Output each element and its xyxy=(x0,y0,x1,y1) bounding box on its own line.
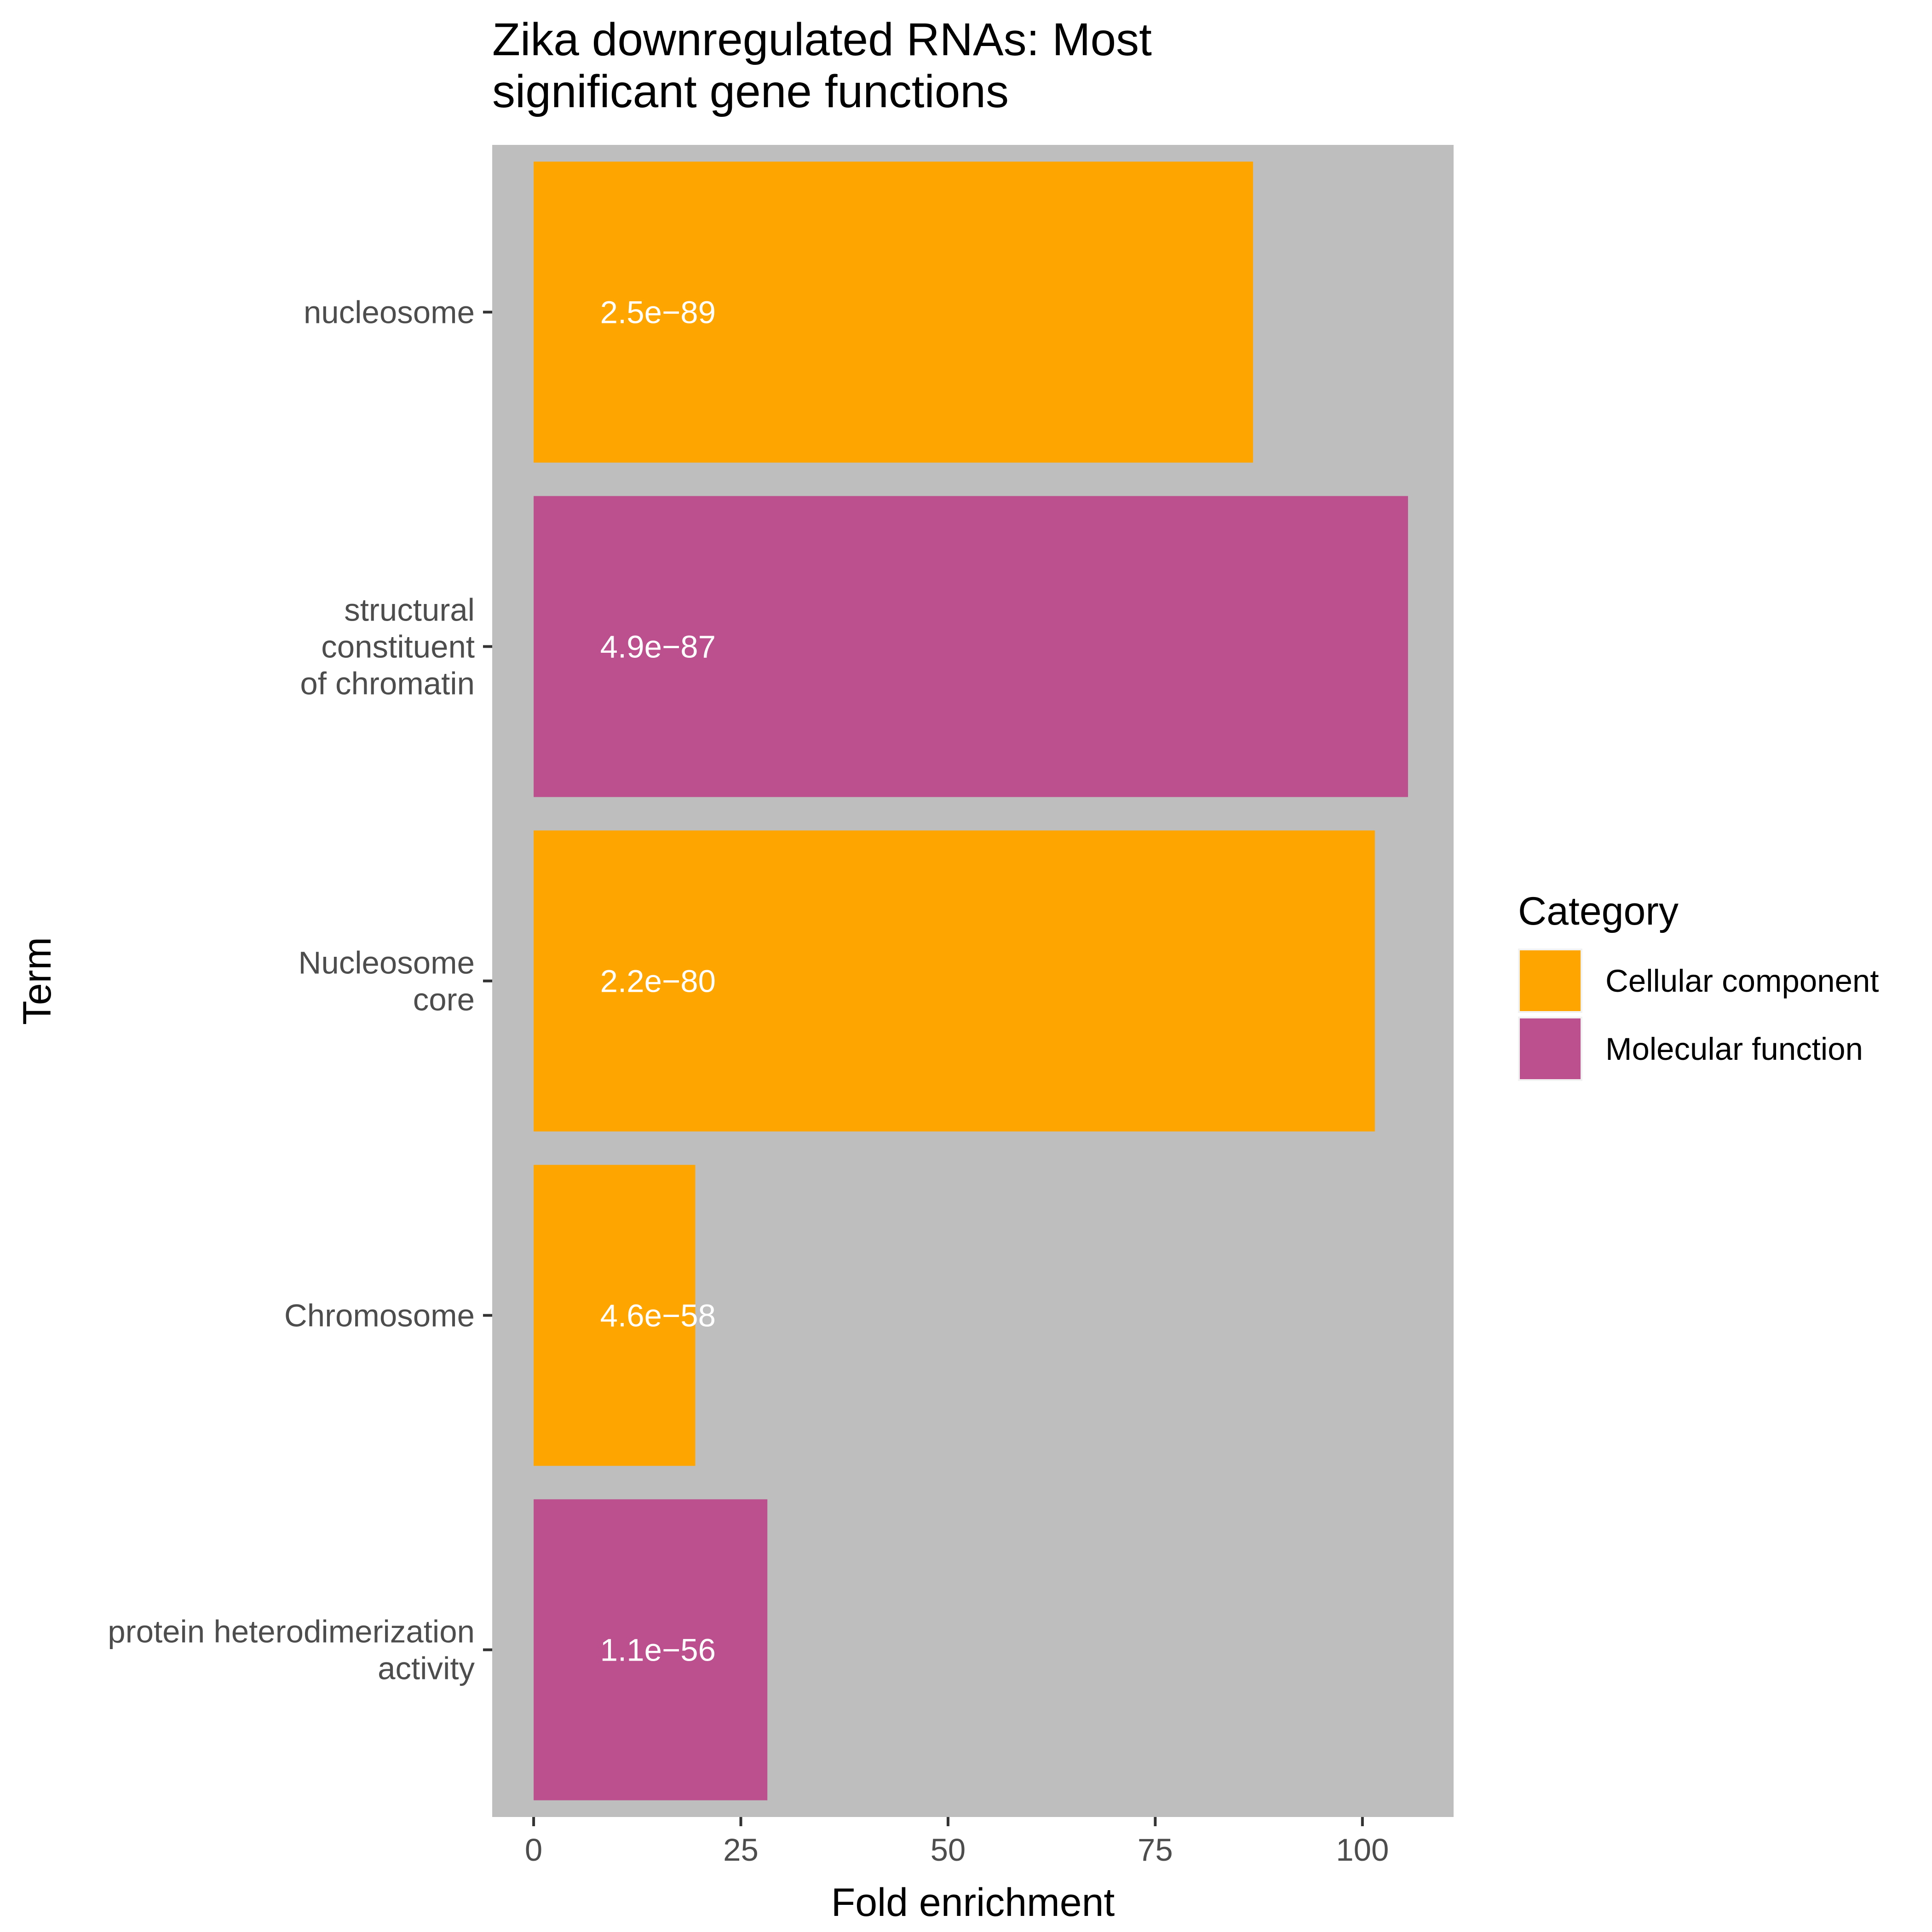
bar-value-label: 2.5e−89 xyxy=(600,295,716,330)
legend-key xyxy=(1520,1018,1581,1079)
y-tick-label: nucleosome xyxy=(304,295,475,330)
bar xyxy=(534,830,1375,1132)
bar-value-label: 4.6e−58 xyxy=(600,1298,716,1334)
bar xyxy=(534,496,1408,797)
legend: Category Cellular component Molecular fun… xyxy=(1518,889,1879,1081)
y-axis: nucleosome structural constituent of chroma… xyxy=(108,295,492,1686)
x-tick-label: 0 xyxy=(525,1832,542,1868)
legend-label: Cellular component xyxy=(1605,963,1879,999)
bar-value-label: 4.9e−87 xyxy=(600,629,716,665)
bar xyxy=(534,161,1253,463)
x-tick-label: 50 xyxy=(931,1832,966,1868)
bar-value-label: 1.1e−56 xyxy=(600,1633,716,1668)
x-axis-title: Fold enrichment xyxy=(831,1880,1115,1925)
legend-title: Category xyxy=(1518,889,1679,933)
legend-key xyxy=(1520,950,1581,1011)
y-axis-title: Term xyxy=(15,937,59,1025)
y-tick-label: protein heterodimerization activity xyxy=(108,1614,475,1686)
chart-title-line: Zika downregulated RNAs: Most xyxy=(492,14,1152,65)
bar xyxy=(534,1499,768,1800)
bar-value-label: 2.2e−80 xyxy=(600,964,716,999)
bar xyxy=(534,1165,696,1466)
bar-value-labels: 2.5e−89 4.9e−87 2.2e−80 4.6e−58 1.1e−56 xyxy=(600,295,716,1668)
y-tick-label: Chromosome xyxy=(284,1298,475,1334)
x-tick-label: 25 xyxy=(723,1832,759,1868)
y-tick-label: Nucleosome core xyxy=(298,945,475,1018)
x-tick-label: 75 xyxy=(1138,1832,1173,1868)
y-tick-label: structural constituent of chromatin xyxy=(300,592,475,702)
x-tick-label: 100 xyxy=(1336,1832,1389,1868)
chart-title: Zika downregulated RNAs: Mostsignificant… xyxy=(492,14,1152,117)
legend-label: Molecular function xyxy=(1605,1031,1863,1067)
bars xyxy=(534,161,1408,1800)
chart-title-line: significant gene functions xyxy=(492,66,1009,117)
x-axis: 0 25 50 75 100 xyxy=(525,1817,1389,1868)
